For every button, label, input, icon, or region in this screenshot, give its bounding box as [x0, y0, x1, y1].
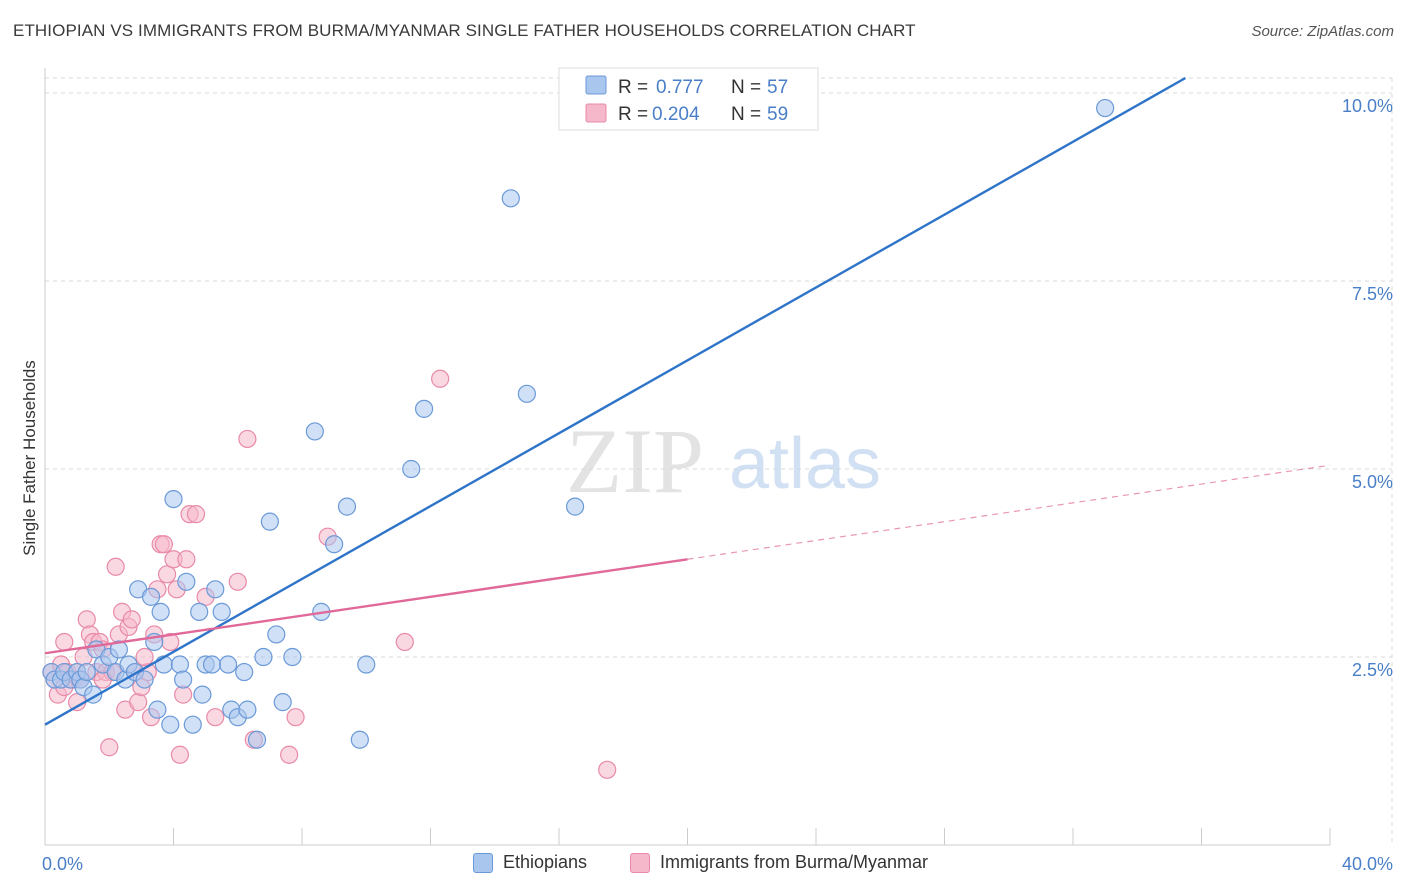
burma-point-33 — [154, 535, 173, 554]
ethiopians-point-42 — [247, 730, 267, 749]
bottom-legend-label-ethiopians: Ethiopians — [503, 852, 588, 872]
legend-swatch-burma — [585, 103, 607, 123]
series-ethiopians-points — [42, 98, 1115, 749]
legend-n-label-1: N = — [731, 104, 761, 125]
watermark-zip: ZIP — [566, 410, 704, 512]
ethiopians-point-30 — [183, 715, 202, 734]
watermark-atlas: atlas — [729, 424, 881, 504]
legend-r-label-0: R = — [618, 77, 648, 98]
source-label: Source: ZipAtlas.com — [1251, 23, 1394, 40]
ethiopians-point-46 — [273, 693, 292, 712]
bottom-legend-swatch-burma — [630, 852, 650, 873]
ethiopians-point-31 — [190, 602, 209, 621]
burma-point-4 — [55, 632, 74, 652]
x-tick-label-0: 0.0% — [42, 854, 83, 874]
y-tick-label-0: 2.5% — [1352, 660, 1393, 680]
legend-r-value-0: 0.777 — [656, 77, 704, 98]
ethiopians-point-55 — [414, 399, 434, 418]
ethiopians-point-53 — [357, 655, 376, 674]
ethiopians-point-59 — [1096, 98, 1115, 118]
bottom-legend-swatch-ethiopians — [473, 852, 493, 873]
legend-swatch-ethiopians — [585, 75, 607, 95]
ethiopians-point-35 — [206, 580, 225, 599]
ethiopians-point-32 — [193, 685, 212, 704]
ethiopians-point-51 — [337, 497, 357, 516]
ethiopians-point-34 — [202, 655, 222, 674]
burma-point-18 — [100, 738, 119, 757]
burma-trend-extension — [687, 464, 1331, 560]
ethiopians-point-50 — [325, 535, 344, 554]
y-tick-label-2: 7.5% — [1352, 284, 1393, 304]
burma-point-52 — [431, 369, 450, 388]
ethiopians-point-48 — [305, 422, 324, 441]
ethiopians-point-44 — [260, 512, 279, 531]
ethiopians-point-58 — [565, 497, 585, 516]
burma-point-46 — [238, 429, 257, 449]
ethiopians-point-8 — [77, 662, 96, 682]
legend-n-value-1: 59 — [767, 104, 788, 125]
ethiopians-point-54 — [402, 459, 421, 479]
chart-title: ETHIOPIAN VS IMMIGRANTS FROM BURMA/MYANM… — [13, 21, 916, 40]
burma-point-26 — [129, 693, 148, 712]
burma-point-11 — [77, 610, 96, 629]
ethiopians-point-29 — [177, 572, 196, 591]
ethiopians-point-26 — [164, 489, 183, 509]
ethiopians-point-20 — [141, 587, 161, 606]
ethiopians-point-45 — [267, 625, 286, 644]
ethiopians-point-14 — [109, 640, 128, 659]
burma-point-58 — [135, 647, 154, 667]
gridlines — [45, 77, 1393, 845]
legend-r-value-1: 0.204 — [652, 104, 700, 125]
bottom-legend-label-burma: Immigrants from Burma/Myanmar — [660, 852, 929, 872]
bottom-legend-item-burma: Immigrants from Burma/Myanmar — [630, 852, 928, 873]
ethiopians-point-37 — [219, 655, 238, 674]
legend-r-label-1: R = — [618, 104, 648, 125]
legend-n-value-0: 57 — [767, 77, 788, 98]
burma-point-19 — [106, 557, 125, 576]
y-tick-labels: 2.5% 5.0% 7.5% 10.0% — [1342, 96, 1393, 680]
ethiopians-point-28 — [174, 670, 193, 689]
series-burma-points — [42, 369, 617, 779]
burma-point-42 — [186, 505, 206, 524]
bottom-legend-item-ethiopians: Ethiopians — [473, 852, 587, 873]
burma-point-44 — [206, 708, 225, 727]
ethiopians-point-43 — [254, 647, 273, 667]
burma-point-49 — [286, 708, 305, 727]
burma-point-34 — [157, 565, 177, 584]
burma-trend-line — [44, 558, 688, 655]
burma-point-51 — [395, 632, 414, 652]
legend-n-label-0: N = — [731, 77, 761, 98]
burma-point-24 — [122, 610, 141, 629]
ethiopians-point-47 — [283, 647, 302, 667]
ethiopians-point-52 — [350, 730, 369, 749]
ethiopians-point-41 — [238, 700, 257, 719]
burma-point-53 — [598, 760, 617, 779]
ethiopians-point-22 — [148, 700, 167, 719]
ethiopians-point-27 — [170, 655, 190, 674]
burma-point-40 — [177, 550, 196, 569]
burma-point-45 — [228, 572, 247, 591]
x-tick-label-1: 40.0% — [1342, 854, 1393, 874]
ethiopians-point-36 — [212, 602, 231, 621]
axes — [44, 68, 1331, 846]
ethiopians-point-40 — [235, 662, 254, 682]
burma-point-38 — [170, 745, 190, 764]
bottom-legend: Ethiopians Immigrants from Burma/Myanmar — [0, 852, 1406, 880]
y-tick-label-1: 5.0% — [1352, 472, 1393, 492]
y-tick-label-3: 10.0% — [1342, 96, 1393, 116]
ethiopians-point-56 — [501, 189, 520, 208]
ethiopians-point-57 — [517, 384, 536, 403]
burma-point-48 — [280, 745, 299, 764]
x-tick-labels: 0.0% 40.0% — [42, 854, 1393, 874]
trend-lines — [44, 76, 1331, 726]
ethiopians-trend-line — [44, 76, 1187, 726]
ethiopians-point-25 — [161, 715, 180, 734]
top-legend: R = 0.777 N = 57 R = 0.204 N = 59 — [558, 67, 819, 131]
ethiopians-point-23 — [151, 602, 170, 621]
ethiopians-point-19 — [135, 670, 154, 689]
